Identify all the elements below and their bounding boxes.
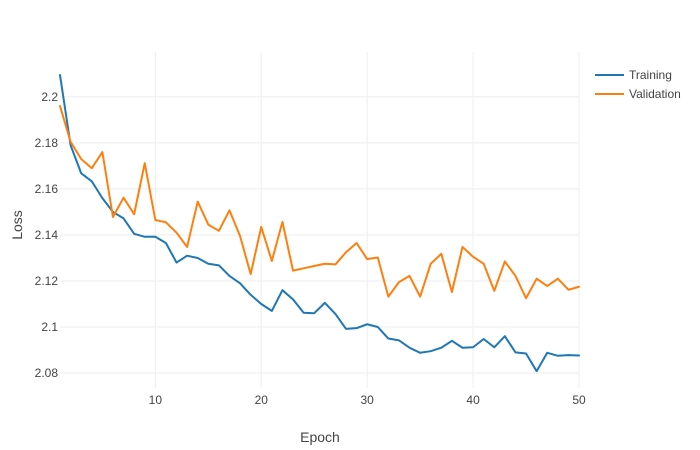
series-line-training — [59, 74, 580, 373]
y-tick-label: 2.08 — [35, 366, 59, 380]
x-tick-label: 40 — [466, 393, 480, 407]
y-tick-label: 2.18 — [35, 136, 59, 150]
y-tick-label: 2.12 — [35, 274, 59, 288]
y-tick-label: 2.16 — [35, 182, 59, 196]
series-lines — [59, 74, 580, 373]
y-axis-label: Loss — [9, 210, 25, 240]
legend-label: Training — [629, 68, 672, 82]
x-axis-ticks: 10 20 30 40 50 — [149, 393, 586, 407]
x-tick-label: 50 — [572, 393, 586, 407]
x-axis-label: Epoch — [300, 429, 340, 445]
legend-item-training[interactable]: Training — [595, 68, 672, 82]
legend-label: Validation — [629, 87, 681, 101]
x-tick-label: 20 — [255, 393, 269, 407]
gridlines — [60, 52, 580, 388]
y-tick-label: 2.1 — [41, 320, 58, 334]
legend[interactable]: Training Validation — [595, 68, 681, 101]
series-line-validation — [59, 105, 580, 300]
y-axis-ticks: 2.08 2.1 2.12 2.14 2.16 2.18 2.2 — [35, 90, 59, 380]
x-tick-label: 10 — [149, 393, 163, 407]
x-tick-label: 30 — [360, 393, 374, 407]
y-tick-label: 2.14 — [35, 228, 59, 242]
legend-item-validation[interactable]: Validation — [595, 87, 681, 101]
y-tick-label: 2.2 — [41, 90, 58, 104]
